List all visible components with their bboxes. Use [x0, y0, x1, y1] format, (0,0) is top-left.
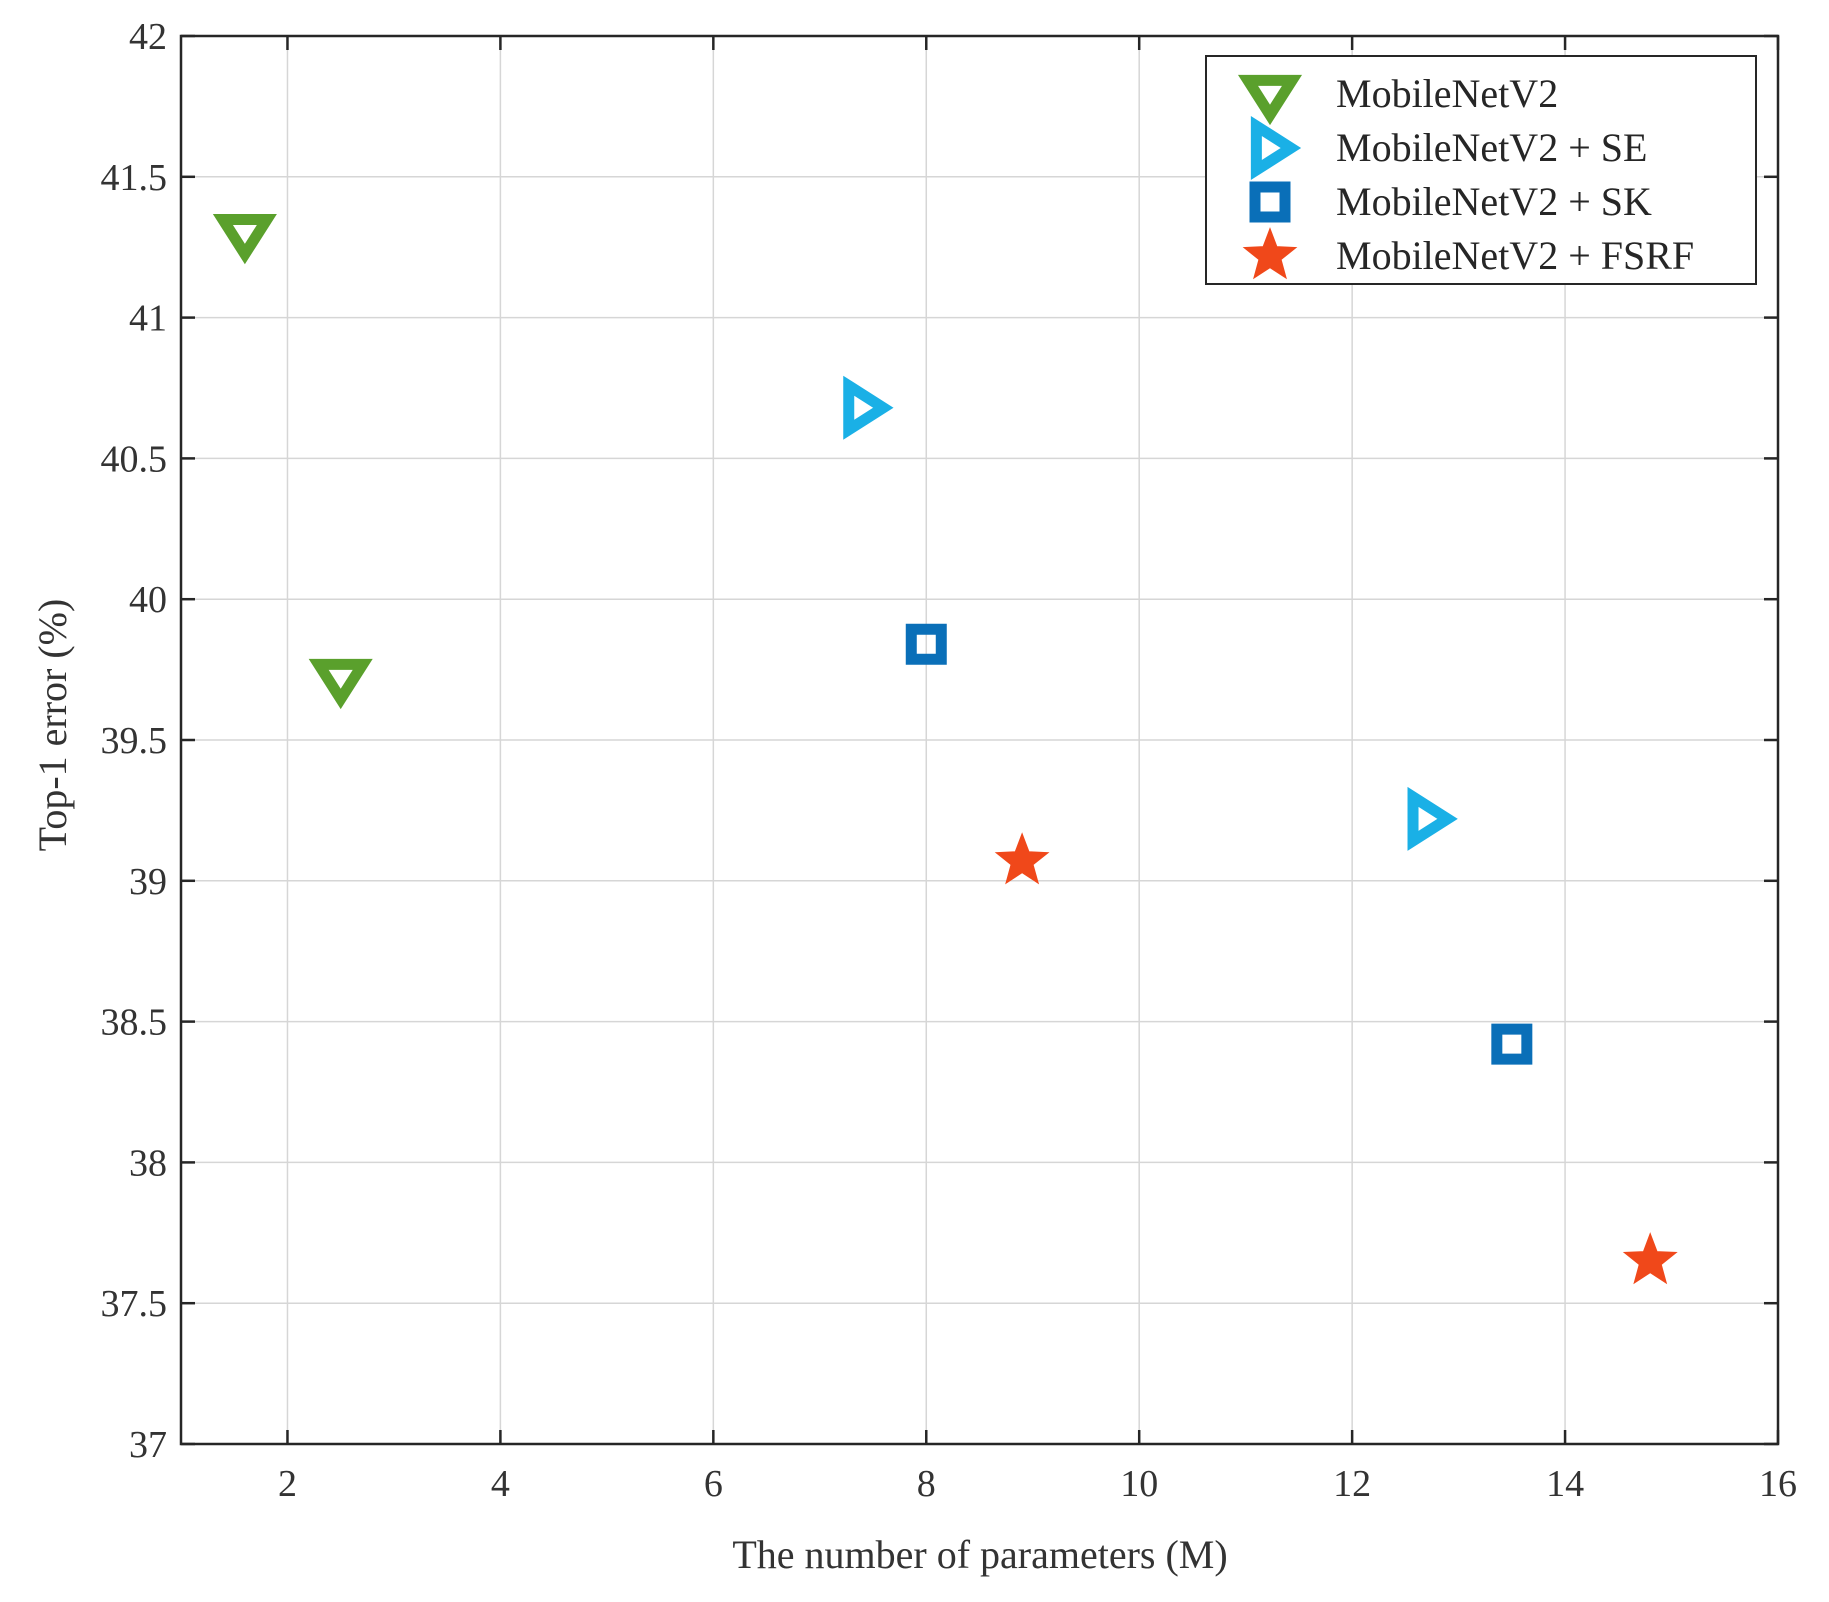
y-tick-label: 41 — [129, 298, 167, 340]
x-axis-label: The number of parameters (M) — [732, 1532, 1227, 1577]
x-tick-label: 16 — [1759, 1463, 1797, 1505]
x-tick-label: 10 — [1120, 1463, 1158, 1505]
legend-marker — [1249, 181, 1291, 223]
y-tick-label: 42 — [129, 16, 167, 58]
x-tick-label: 6 — [704, 1463, 723, 1505]
y-tick-label: 41.5 — [101, 157, 168, 199]
y-tick-label: 40.5 — [101, 438, 168, 480]
legend-label: MobileNetV2 — [1336, 71, 1558, 116]
ticks-layer: 2 4 6 8 10 12 14 16 37 37.5 38 38.5 39 39.5 40 40.5 41 41… — [101, 16, 1798, 1505]
data-point — [308, 658, 373, 710]
legend-marker — [1237, 74, 1303, 126]
data-point — [1407, 786, 1458, 851]
legend-marker — [1242, 227, 1298, 280]
y-tick-label: 39 — [129, 861, 167, 903]
legend-label: MobileNetV2 + FSRF — [1336, 233, 1694, 278]
data-point — [1491, 1023, 1533, 1065]
y-axis-label: Top-1 error (%) — [30, 599, 75, 852]
points-layer — [212, 213, 1678, 1285]
data-point — [843, 375, 894, 440]
data-point — [994, 832, 1050, 885]
y-tick-label: 37.5 — [101, 1283, 168, 1325]
y-tick-label: 39.5 — [101, 720, 168, 762]
x-tick-label: 14 — [1546, 1463, 1584, 1505]
x-tick-label: 2 — [278, 1463, 297, 1505]
legend: MobileNetV2 MobileNetV2 + SE MobileNetV2 +… — [1205, 55, 1757, 285]
y-tick-label: 38 — [129, 1142, 167, 1184]
x-tick-label: 8 — [917, 1463, 936, 1505]
legend-label: MobileNetV2 + SK — [1336, 179, 1652, 224]
y-tick-label: 38.5 — [101, 1002, 168, 1044]
legend-box — [1205, 55, 1757, 285]
data-point — [212, 213, 277, 265]
legend-label: MobileNetV2 + SE — [1336, 125, 1647, 170]
data-point — [1622, 1232, 1678, 1285]
data-point — [905, 623, 947, 665]
x-tick-label: 12 — [1333, 1463, 1371, 1505]
y-tick-label: 37 — [129, 1424, 167, 1466]
x-tick-label: 4 — [491, 1463, 510, 1505]
y-tick-label: 40 — [129, 579, 167, 621]
legend-marker — [1250, 115, 1302, 181]
